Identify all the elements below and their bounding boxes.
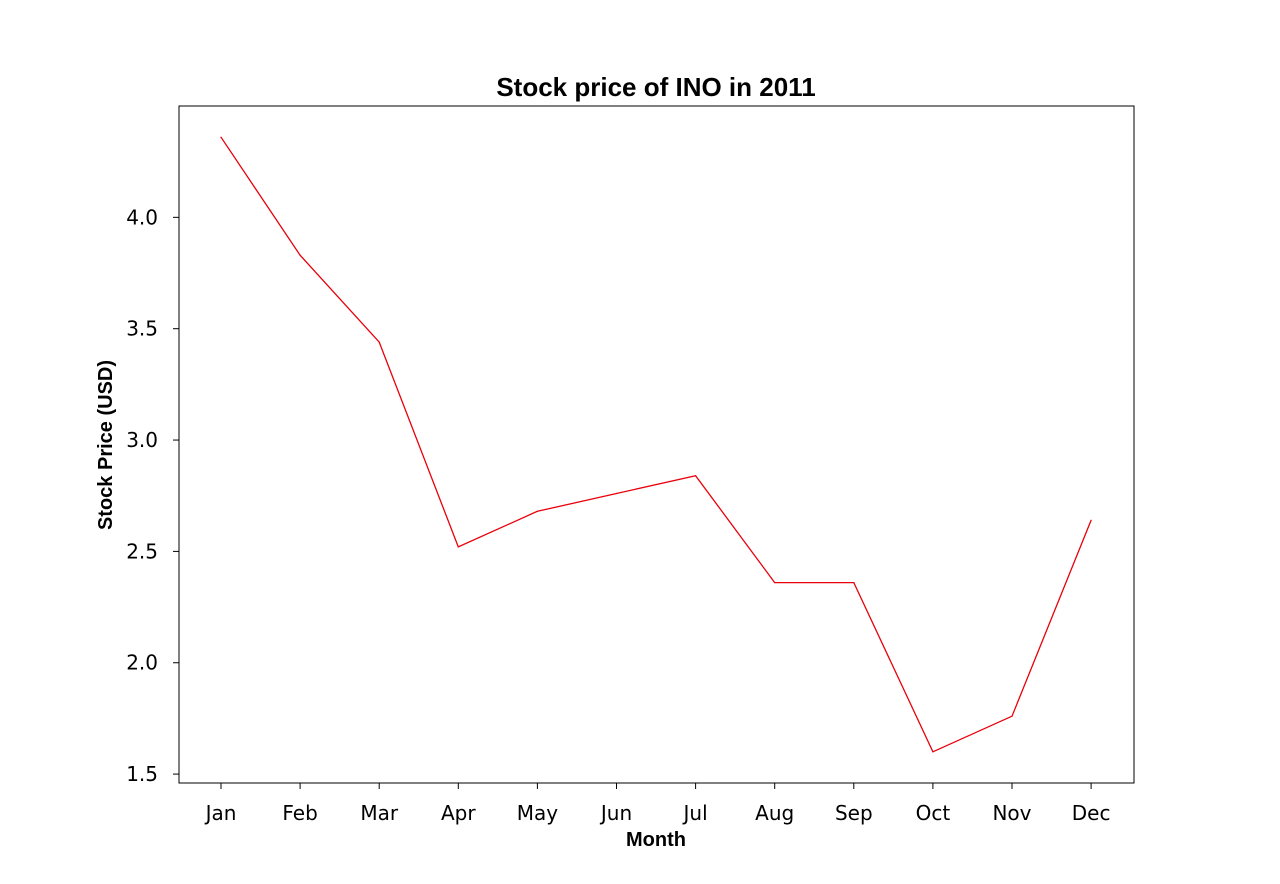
y-tick-label: 2.5	[126, 539, 158, 563]
data-point-nov	[1011, 715, 1013, 717]
plot-frame	[178, 105, 1135, 784]
x-tick-label-jun: Jun	[599, 801, 632, 825]
data-point-apr	[457, 546, 459, 548]
y-tick-label: 2.0	[126, 651, 158, 675]
x-tick-label-nov: Nov	[992, 801, 1031, 825]
x-tick-label-jan: Jan	[204, 801, 237, 825]
y-tick-label: 1.5	[126, 762, 158, 786]
x-tick-label-feb: Feb	[282, 801, 317, 825]
axis-ticks: Jan Feb Mar Apr May Jun Jul Aug Sep Oct Nov Dec 1.5 2…	[126, 205, 1110, 825]
data-point-oct	[932, 751, 934, 753]
x-tick-label-jul: Jul	[682, 801, 708, 825]
x-tick-label-mar: Mar	[360, 801, 399, 825]
data-point-mar	[378, 341, 380, 343]
x-tick-label-aug: Aug	[755, 801, 794, 825]
y-axis-label: Stock Price (USD)	[95, 360, 117, 530]
series-line-0	[220, 136, 1092, 753]
x-axis-label: Month	[626, 829, 686, 851]
data-point-sep	[853, 581, 855, 584]
x-tick-label-apr: Apr	[441, 801, 476, 825]
data-point-jan	[220, 136, 222, 138]
x-tick-label-sep: Sep	[835, 801, 873, 825]
data-point-may	[536, 510, 539, 512]
data-point-dec	[1090, 519, 1092, 521]
data-point-jul	[695, 475, 697, 477]
x-tick-label-oct: Oct	[916, 801, 951, 825]
data-point-jun	[615, 492, 618, 495]
y-tick-label: 4.0	[126, 205, 158, 229]
chart-title: Stock price of INO in 2011	[496, 72, 815, 102]
x-tick-label-dec: Dec	[1072, 801, 1111, 825]
data-point-feb	[299, 254, 301, 256]
y-tick-label: 3.5	[126, 317, 158, 341]
data-point-aug	[774, 581, 776, 584]
series-group	[220, 136, 1092, 753]
x-tick-label-may: May	[517, 801, 559, 825]
y-tick-label: 3.0	[126, 428, 158, 452]
